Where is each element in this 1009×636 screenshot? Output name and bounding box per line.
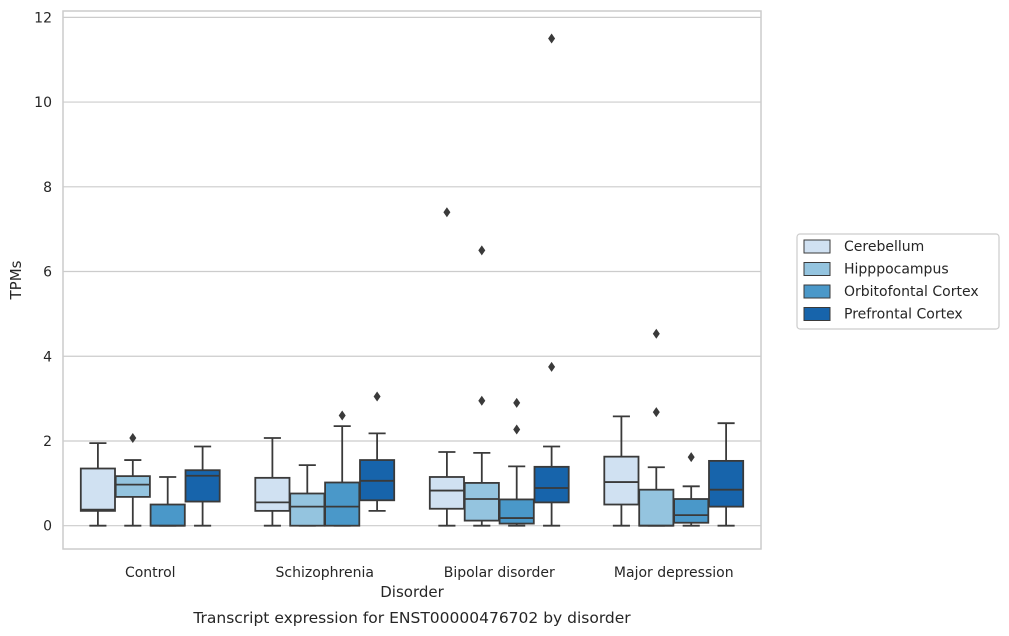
legend: Cerebellum Hipppocampus Orbitofontal Corte… bbox=[796, 233, 1000, 330]
x-tick-label: Schizophrenia bbox=[276, 565, 374, 581]
legend-swatch bbox=[803, 284, 831, 299]
box-hipppocampus-bipolar-disorder bbox=[463, 245, 500, 527]
legend-frame bbox=[796, 233, 1000, 330]
box-layer bbox=[79, 33, 745, 527]
box-cerebellum-schizophrenia bbox=[254, 437, 291, 527]
x-axis-label: Disorder bbox=[380, 583, 444, 601]
box-prefrontal-cortex-bipolar-disorder bbox=[533, 33, 570, 527]
box-iqr bbox=[149, 503, 186, 527]
box-iqr bbox=[638, 488, 675, 527]
outlier-point bbox=[478, 395, 486, 406]
outlier-point bbox=[687, 452, 695, 463]
outlier-point bbox=[373, 391, 381, 402]
y-tick-label: 10 bbox=[34, 95, 52, 111]
box-iqr bbox=[114, 475, 151, 498]
box-orbitofontal-cortex-bipolar-disorder bbox=[498, 397, 535, 527]
box-prefrontal-cortex-major-depression bbox=[708, 422, 745, 527]
x-tick-labels: Control Schizophrenia Bipolar disorder Majo… bbox=[125, 565, 734, 581]
box-orbitofontal-cortex-major-depression bbox=[673, 452, 710, 527]
box-orbitofontal-cortex-schizophrenia bbox=[324, 410, 361, 527]
box-iqr bbox=[603, 455, 640, 506]
grid-layer bbox=[63, 16, 761, 527]
y-tick-labels: 0 2 4 6 8 10 12 bbox=[34, 10, 52, 534]
legend-label: Orbitofontal Cortex bbox=[844, 284, 979, 300]
box-prefrontal-cortex-schizophrenia bbox=[359, 391, 396, 512]
outlier-point bbox=[652, 407, 660, 418]
y-tick-label: 6 bbox=[43, 265, 52, 281]
outlier-point bbox=[513, 424, 521, 435]
legend-label: Hipppocampus bbox=[844, 262, 949, 278]
outlier-point bbox=[478, 245, 486, 256]
legend-swatch bbox=[803, 307, 831, 321]
box-iqr bbox=[533, 465, 570, 504]
box-prefrontal-cortex-control bbox=[184, 445, 221, 527]
box-iqr bbox=[708, 459, 745, 508]
legend-label: Prefrontal Cortex bbox=[844, 307, 963, 323]
outlier-point bbox=[443, 207, 451, 218]
box-hipppocampus-control bbox=[114, 433, 151, 527]
x-tick-label: Control bbox=[125, 565, 176, 581]
box-hipppocampus-schizophrenia bbox=[289, 464, 326, 527]
box-iqr bbox=[79, 467, 116, 512]
outlier-point bbox=[652, 328, 660, 339]
box-iqr bbox=[498, 498, 535, 525]
x-tick-label: Major depression bbox=[614, 565, 734, 581]
outlier-point bbox=[548, 361, 556, 372]
y-tick-label: 2 bbox=[43, 434, 52, 450]
box-cerebellum-control bbox=[79, 442, 116, 527]
x-tick-label: Bipolar disorder bbox=[444, 565, 555, 581]
y-tick-label: 12 bbox=[34, 10, 52, 26]
box-cerebellum-major-depression bbox=[603, 415, 640, 527]
box-iqr bbox=[463, 482, 500, 522]
outlier-point bbox=[513, 397, 521, 408]
plot-frame bbox=[62, 10, 762, 550]
box-iqr bbox=[254, 476, 291, 512]
legend-label: Cerebellum bbox=[844, 239, 924, 255]
y-tick-label: 4 bbox=[43, 349, 52, 365]
y-axis-label: TPMs bbox=[7, 260, 25, 300]
y-tick-label: 0 bbox=[43, 519, 52, 535]
outlier-point bbox=[129, 433, 137, 444]
box-iqr bbox=[289, 492, 326, 527]
outlier-point bbox=[338, 410, 346, 421]
box-cerebellum-bipolar-disorder bbox=[428, 207, 465, 527]
legend-swatch bbox=[803, 239, 831, 254]
legend-swatch bbox=[803, 262, 831, 276]
outlier-point bbox=[548, 33, 556, 44]
chart-caption: Transcript expression for ENST0000047670… bbox=[192, 609, 631, 627]
box-iqr bbox=[428, 476, 465, 510]
box-iqr bbox=[673, 498, 710, 524]
box-hipppocampus-major-depression bbox=[638, 328, 675, 527]
box-iqr bbox=[324, 481, 361, 527]
box-orbitofontal-cortex-control bbox=[149, 476, 186, 527]
y-tick-label: 8 bbox=[43, 180, 52, 196]
